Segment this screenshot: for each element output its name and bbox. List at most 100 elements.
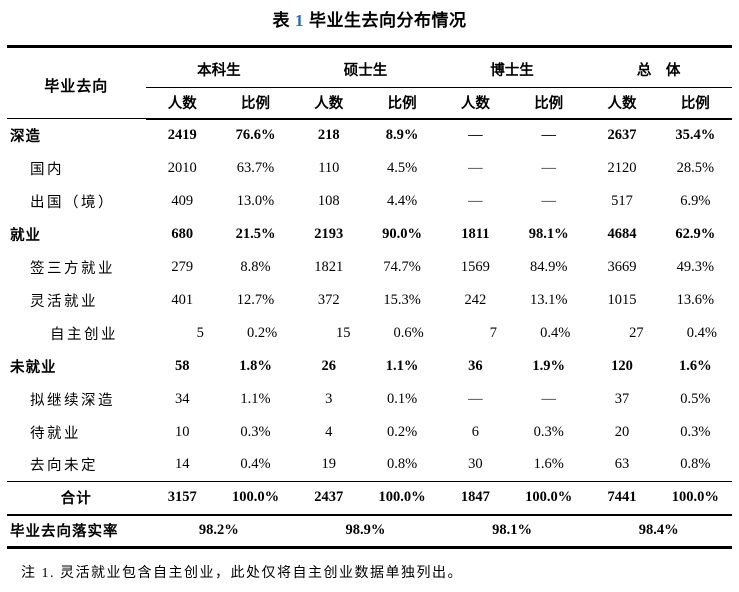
table-cell: 5 <box>196 324 204 341</box>
table-cell: — <box>541 159 556 176</box>
table-cell: 110 <box>318 159 340 176</box>
table-cell: — <box>468 159 483 176</box>
table-cell: 0.4% <box>686 324 717 341</box>
row-label: 灵活就业 <box>30 293 98 310</box>
row-label: 国内 <box>30 161 64 178</box>
row-label: 出国（境） <box>30 194 115 211</box>
table-cell: 0.3% <box>240 423 271 440</box>
table-cell: 2437 <box>292 481 366 516</box>
row-label: 就业 <box>10 227 41 244</box>
table-cell: 1.8% <box>239 357 272 374</box>
table-cell: 74.7% <box>383 258 421 275</box>
table-title-text: 毕业生去向分布情况 <box>309 11 467 30</box>
table-cell: 0.1% <box>386 390 418 407</box>
column-group-master: 硕士生 <box>292 46 439 88</box>
table-row: 出国（境） 409 13.0% 108 4.4% — — 517 6.9% <box>7 185 732 218</box>
table-cell: 20 <box>614 423 630 440</box>
table-number: 1 <box>295 11 304 30</box>
row-label: 拟继续深造 <box>30 392 115 409</box>
table-row: 拟继续深造 34 1.1% 3 0.1% — — 37 0.5% <box>7 383 732 416</box>
table-cell: 62.9% <box>675 225 716 242</box>
subheader-ratio: 比例 <box>218 87 293 120</box>
table-cell: 1.6% <box>679 357 712 374</box>
table-cell: 76.6% <box>235 127 276 143</box>
table-row: 自主创业 5 0.2% 15 0.6% 7 0.4% 27 0.4% <box>7 317 732 350</box>
table-cell: 28.5% <box>676 159 715 176</box>
rate-doctoral: 98.1% <box>492 522 532 539</box>
table-cell: 19 <box>321 456 337 473</box>
table-cell: 30 <box>468 456 483 473</box>
table-body: 深造 2419 76.6% 218 8.9% — —2637 35.4% 国内 2010 63.7%… <box>7 119 732 516</box>
table-cell: 2120 <box>607 159 637 176</box>
table-cell: 90.0% <box>382 225 423 242</box>
table-cell: 0.2% <box>386 423 418 440</box>
table-cell: 4684 <box>607 225 637 242</box>
table-cell: 6.9% <box>680 192 711 209</box>
table-cell: 12.7% <box>236 291 275 308</box>
table-cell: 14 <box>174 456 190 473</box>
subheader-count: 人数 <box>585 87 659 120</box>
table-cell: 0.3% <box>533 423 564 440</box>
table-cell: 4.5% <box>386 159 418 176</box>
row-label: 深造 <box>10 128 41 145</box>
table-cell: 8.9% <box>385 127 419 143</box>
table-cell: 1811 <box>461 225 490 242</box>
table-cell: 242 <box>464 291 487 308</box>
table-cell: 0.4% <box>240 456 271 473</box>
table-row: 国内 2010 63.7% 110 4.5% — — 2120 28.5% <box>7 152 732 185</box>
table-cell: 0.2% <box>246 324 278 341</box>
table-cell: 63.7% <box>236 159 275 176</box>
table-cell: 1.9% <box>532 357 565 374</box>
table-cell: 49.3% <box>676 258 715 275</box>
table-row: 灵活就业 401 12.7% 372 15.3% 242 13.1% 1015 13.6% <box>7 284 732 317</box>
table-cell: 517 <box>611 192 633 209</box>
table-cell: 2419 <box>167 127 197 143</box>
table-cell: 3 <box>325 390 333 407</box>
column-group-undergraduate: 本科生 <box>145 46 293 88</box>
row-label: 待就业 <box>30 425 81 442</box>
table-cell: 3669 <box>607 258 637 275</box>
table-cell: 100.0% <box>365 481 439 516</box>
table-cell: 680 <box>171 225 194 242</box>
table-cell: 0.8% <box>386 456 418 473</box>
table-cell: 1.1% <box>240 390 271 407</box>
row-label-implementation-rate: 毕业去向落实率 <box>10 524 119 541</box>
table-cell: 1821 <box>314 258 344 275</box>
table-cell: 3157 <box>145 481 219 516</box>
table-cell: 13.6% <box>676 291 715 308</box>
table-cell: — <box>541 192 556 209</box>
table-cell: 15 <box>335 324 351 341</box>
table-cell: 401 <box>171 291 194 308</box>
table-row: 签三方就业 279 8.8% 1821 74.7% 1569 84.9% 3669 49.3% <box>7 251 732 284</box>
table-cell: 0.6% <box>393 324 424 341</box>
table-cell: 26 <box>321 357 337 374</box>
table-title: 表 1 毕业生去向分布情况 <box>0 9 739 32</box>
table-cell: 0.5% <box>680 390 711 407</box>
rate-master: 98.9% <box>345 522 386 539</box>
table-cell: 15.3% <box>383 291 421 308</box>
subheader-ratio: 比例 <box>512 87 586 120</box>
table-cell: 34 <box>174 390 190 407</box>
table-cell: 8.8% <box>240 258 271 275</box>
table-row: 就业 680 21.5% 2193 90.0% 1811 98.1% 4684 62.9% <box>7 218 732 251</box>
subheader-count: 人数 <box>145 87 219 120</box>
table-cell: 10 <box>174 423 190 440</box>
row-label: 去向未定 <box>30 458 98 475</box>
table-cell: 21.5% <box>235 225 276 242</box>
table-cell: 1.1% <box>385 357 419 374</box>
rate-undergraduate: 98.2% <box>198 522 239 539</box>
column-group-total: 总 体 <box>585 46 732 88</box>
row-label: 合计 <box>7 481 146 516</box>
row-label: 未就业 <box>10 359 57 376</box>
table-cell: 409 <box>171 192 194 209</box>
table-cell: 4 <box>325 423 333 440</box>
table-cell: 108 <box>317 192 340 209</box>
table-cell: 279 <box>171 258 194 275</box>
table-cell: 0.8% <box>680 456 711 473</box>
table-cell: 7 <box>489 324 498 341</box>
column-group-doctoral: 博士生 <box>438 46 586 88</box>
table-cell: 6 <box>471 423 480 440</box>
table-cell: 0.3% <box>680 423 711 440</box>
table-cell: 98.1% <box>528 225 569 242</box>
